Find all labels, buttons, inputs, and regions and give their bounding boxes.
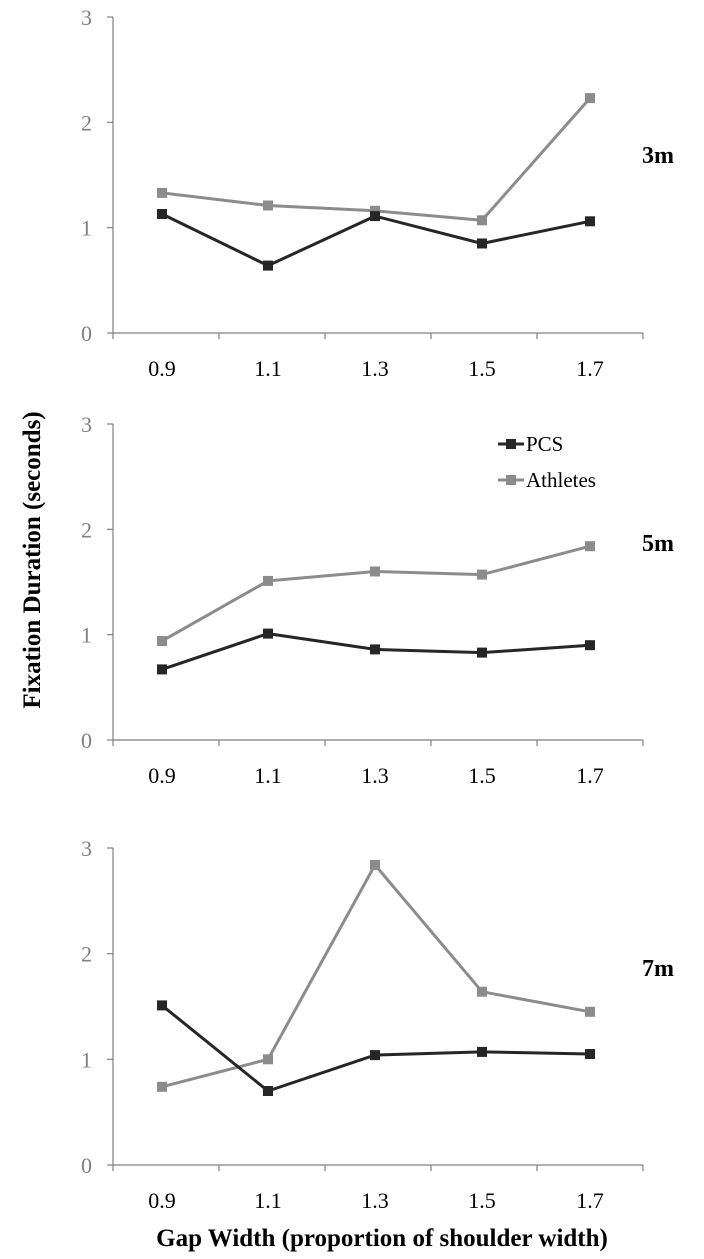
data-point-athletes [157, 187, 167, 198]
data-point-pcs [585, 1049, 595, 1059]
legend: PCS Athletes [498, 432, 596, 492]
x-tick-label: 1.1 [254, 763, 282, 788]
panel-label: 3m [642, 143, 674, 169]
data-point-pcs [263, 260, 273, 271]
x-tick-label: 1.5 [468, 356, 496, 381]
x-tick-label: 1.5 [468, 763, 496, 788]
data-point-pcs [585, 640, 595, 651]
y-tick-label: 2 [81, 517, 92, 542]
y-tick-label: 2 [81, 942, 92, 967]
series-line-pcs [161, 212, 591, 268]
data-point-pcs [477, 238, 487, 249]
data-point-pcs [157, 1000, 167, 1011]
data-point-pcs [157, 664, 167, 675]
y-tick-label: 0 [81, 728, 92, 753]
legend-label-athletes: Athletes [526, 468, 596, 492]
data-point-athletes [477, 986, 487, 997]
x-tick-label: 1.5 [468, 1188, 496, 1213]
data-point-pcs [585, 216, 595, 227]
legend-marker-pcs [506, 439, 516, 449]
data-point-pcs [370, 1050, 380, 1061]
y-tick-label: 0 [81, 321, 92, 346]
series-line-pcs [161, 1004, 591, 1093]
chart-panels: 0 1 2 3 0.9 1.1 1.3 1.5 1.7 3m 0 1 2 3 0.9 1.1 1.3 1.5 1.7… [81, 5, 674, 1213]
y-tick-label: 0 [81, 1153, 92, 1178]
data-point-athletes [157, 1081, 167, 1092]
x-tick-label: 1.3 [361, 763, 389, 788]
y-tick-label: 3 [81, 412, 92, 437]
data-point-athletes [477, 569, 487, 580]
x-tick-label: 1.7 [576, 356, 604, 381]
data-point-pcs [370, 644, 380, 655]
x-tick-label: 1.1 [254, 1188, 282, 1213]
x-tick-label: 1.7 [576, 763, 604, 788]
data-point-athletes [477, 215, 487, 226]
x-tick-label: 1.7 [576, 1188, 604, 1213]
x-tick-label: 0.9 [148, 763, 176, 788]
panel-7m: 0 1 2 3 0.9 1.1 1.3 1.5 1.7 7m [81, 836, 674, 1213]
data-point-athletes [585, 93, 595, 104]
series-line-athletes [161, 97, 592, 222]
y-axis-title: Fixation Duration (seconds) [19, 411, 46, 708]
y-tick-label: 3 [81, 836, 92, 861]
data-point-athletes [370, 566, 380, 577]
x-tick-label: 1.3 [361, 1188, 389, 1213]
x-tick-label: 0.9 [148, 356, 176, 381]
y-tick-label: 1 [81, 216, 92, 241]
data-point-pcs [477, 1046, 487, 1057]
data-point-pcs [263, 1086, 273, 1096]
data-point-athletes [585, 541, 595, 552]
data-point-pcs [477, 647, 487, 658]
x-axis-title: Gap Width (proportion of shoulder width) [156, 1225, 608, 1252]
y-tick-label: 1 [81, 623, 92, 648]
series-line-athletes [161, 544, 591, 643]
legend-label-pcs: PCS [526, 432, 563, 456]
y-tick-label: 1 [81, 1047, 92, 1072]
data-point-pcs [370, 211, 380, 222]
data-point-athletes [263, 575, 273, 586]
data-point-athletes [370, 205, 380, 216]
x-tick-label: 1.3 [361, 356, 389, 381]
panel-label: 7m [642, 956, 674, 982]
data-point-athletes [370, 859, 380, 870]
data-point-athletes [585, 1006, 595, 1017]
data-point-pcs [263, 628, 273, 639]
data-point-athletes [263, 1054, 273, 1065]
data-point-athletes [263, 200, 273, 211]
data-point-pcs [157, 209, 167, 219]
panel-5m: 0 1 2 3 0.9 1.1 1.3 1.5 1.7 5m [81, 412, 674, 788]
legend-marker-athletes [506, 475, 516, 485]
data-point-athletes [157, 636, 167, 646]
panel-3m: 0 1 2 3 0.9 1.1 1.3 1.5 1.7 3m [81, 5, 674, 381]
x-tick-label: 1.1 [254, 356, 282, 381]
y-tick-label: 3 [81, 5, 92, 30]
panel-label: 5m [642, 531, 674, 557]
y-tick-label: 2 [81, 110, 92, 135]
x-tick-label: 0.9 [148, 1188, 176, 1213]
